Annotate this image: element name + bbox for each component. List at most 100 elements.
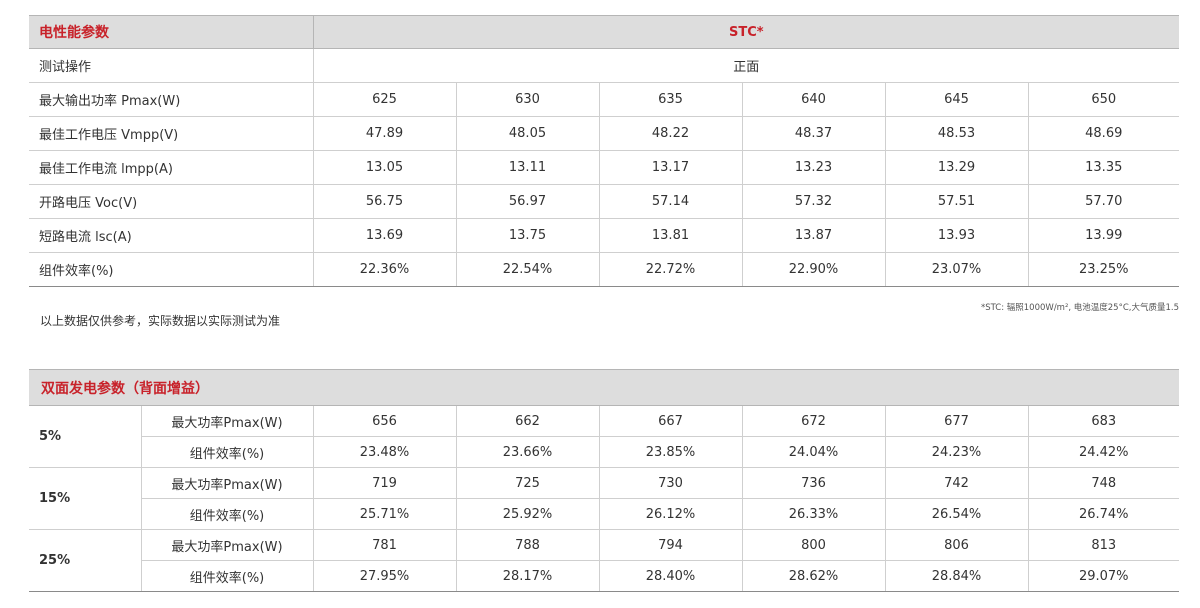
table-cell: 28.84% [884, 560, 1028, 592]
table-cell: 22.54% [455, 252, 599, 287]
table-cell: 13.81 [598, 218, 742, 253]
table-cell: 794 [598, 529, 742, 561]
table-row: 组件效率(%) 27.95% 28.17% 28.40% 28.62% 28.8… [29, 560, 1179, 592]
table-cell: 22.36% [312, 252, 456, 287]
table-cell: 725 [455, 467, 599, 499]
table-cell: 57.32 [741, 184, 885, 219]
table-cell: 23.85% [598, 436, 742, 468]
row-label: 组件效率(%) [29, 252, 313, 287]
table-cell: 29.07% [1027, 560, 1179, 592]
table-cell: 748 [1027, 467, 1179, 499]
table-cell: 23.48% [312, 436, 456, 468]
row-label: 组件效率(%) [140, 436, 313, 468]
table-cell: 730 [598, 467, 742, 499]
table-cell: 24.42% [1027, 436, 1179, 468]
table-cell: 645 [884, 82, 1028, 117]
table-cell: 27.95% [312, 560, 456, 592]
table-cell: 26.54% [884, 498, 1028, 530]
table-cell: 13.05 [312, 150, 456, 185]
section-title: 双面发电参数（背面增益） [29, 369, 1179, 406]
table-header-row: 电性能参数 STC* [29, 15, 1180, 49]
table-cell: 650 [1027, 82, 1180, 117]
table-cell: 13.11 [455, 150, 599, 185]
table-cell: 13.29 [884, 150, 1028, 185]
gain-label: 5% [29, 405, 141, 468]
table-cell: 48.69 [1027, 116, 1180, 151]
table-cell: 25.71% [312, 498, 456, 530]
table-cell: 26.74% [1027, 498, 1179, 530]
table-cell: 13.35 [1027, 150, 1180, 185]
table-cell: 23.25% [1027, 252, 1180, 287]
table-row: 15% 最大功率Pmax(W) 719 725 730 736 742 748 [29, 467, 1179, 530]
table-cell: 683 [1027, 405, 1179, 437]
table-cell: 48.22 [598, 116, 742, 151]
table-cell: 24.23% [884, 436, 1028, 468]
table-cell: 742 [884, 467, 1028, 499]
table-row: 25% 最大功率Pmax(W) 781 788 794 800 806 813 [29, 529, 1179, 592]
table-cell: 57.51 [884, 184, 1028, 219]
bifacial-params-table: 双面发电参数（背面增益） 5% 最大功率Pmax(W) 656 662 667 … [29, 369, 1179, 592]
table-cell: 625 [312, 82, 456, 117]
table-row: 开路电压 Voc(V) 56.75 56.97 57.14 57.32 57.5… [29, 184, 1180, 219]
table-cell: 56.97 [455, 184, 599, 219]
table-cell: 22.72% [598, 252, 742, 287]
table-cell: 47.89 [312, 116, 456, 151]
gain-label: 15% [29, 467, 141, 530]
table-cell: 13.17 [598, 150, 742, 185]
table-cell: 800 [741, 529, 885, 561]
table-cell: 656 [312, 405, 456, 437]
table-cell: 26.33% [741, 498, 885, 530]
row-label: 开路电压 Voc(V) [29, 184, 313, 219]
electrical-params-table: 电性能参数 STC* 测试操作 正面 最大输出功率 Pmax(W) 625 63… [29, 15, 1180, 287]
table-cell: 667 [598, 405, 742, 437]
table-row: 最佳工作电流 lmpp(A) 13.05 13.11 13.17 13.23 1… [29, 150, 1180, 185]
table-cell: 26.12% [598, 498, 742, 530]
table-cell: 13.87 [741, 218, 885, 253]
row-label: 最大功率Pmax(W) [140, 405, 313, 437]
stc-header: STC* [312, 15, 1180, 49]
table-cell: 48.37 [741, 116, 885, 151]
row-label: 短路电流 lsc(A) [29, 218, 313, 253]
row-label: 最佳工作电流 lmpp(A) [29, 150, 313, 185]
row-label: 最大输出功率 Pmax(W) [29, 82, 313, 117]
gain-label: 25% [29, 529, 141, 592]
table-cell: 662 [455, 405, 599, 437]
table-cell: 635 [598, 82, 742, 117]
table-cell: 23.07% [884, 252, 1028, 287]
table-cell: 48.05 [455, 116, 599, 151]
test-side-value: 正面 [312, 48, 1180, 83]
table-cell: 13.75 [455, 218, 599, 253]
table-row: 短路电流 lsc(A) 13.69 13.75 13.81 13.87 13.9… [29, 218, 1180, 253]
table-cell: 736 [741, 467, 885, 499]
table-cell: 806 [884, 529, 1028, 561]
table-row: 最大输出功率 Pmax(W) 625 630 635 640 645 650 [29, 82, 1180, 117]
row-label: 组件效率(%) [140, 498, 313, 530]
table-cell: 13.23 [741, 150, 885, 185]
table-row: 组件效率(%) 23.48% 23.66% 23.85% 24.04% 24.2… [29, 436, 1179, 468]
stc-footnote: *STC: 辐照1000W/m², 电池温度25°C,大气质量1.5 [980, 303, 1179, 313]
table-cell: 28.40% [598, 560, 742, 592]
table-cell: 719 [312, 467, 456, 499]
table-cell: 672 [741, 405, 885, 437]
row-label: 最大功率Pmax(W) [140, 529, 313, 561]
table-cell: 28.62% [741, 560, 885, 592]
disclaimer-note: 以上数据仅供参考，实际数据以实际测试为准 [40, 314, 281, 328]
row-label: 组件效率(%) [140, 560, 313, 592]
table-cell: 677 [884, 405, 1028, 437]
row-label: 测试操作 [29, 48, 313, 83]
table-cell: 13.69 [312, 218, 456, 253]
table-cell: 630 [455, 82, 599, 117]
row-label: 最佳工作电压 Vmpp(V) [29, 116, 313, 151]
table-header-row: 双面发电参数（背面增益） [29, 369, 1179, 406]
table-row: 测试操作 正面 [29, 48, 1180, 83]
table-cell: 788 [455, 529, 599, 561]
table-cell: 813 [1027, 529, 1179, 561]
table-row: 组件效率(%) 25.71% 25.92% 26.12% 26.33% 26.5… [29, 498, 1179, 530]
table-cell: 13.99 [1027, 218, 1180, 253]
row-label: 最大功率Pmax(W) [140, 467, 313, 499]
table-cell: 13.93 [884, 218, 1028, 253]
table-cell: 28.17% [455, 560, 599, 592]
section-title: 电性能参数 [29, 15, 313, 49]
table-cell: 56.75 [312, 184, 456, 219]
table-cell: 23.66% [455, 436, 599, 468]
